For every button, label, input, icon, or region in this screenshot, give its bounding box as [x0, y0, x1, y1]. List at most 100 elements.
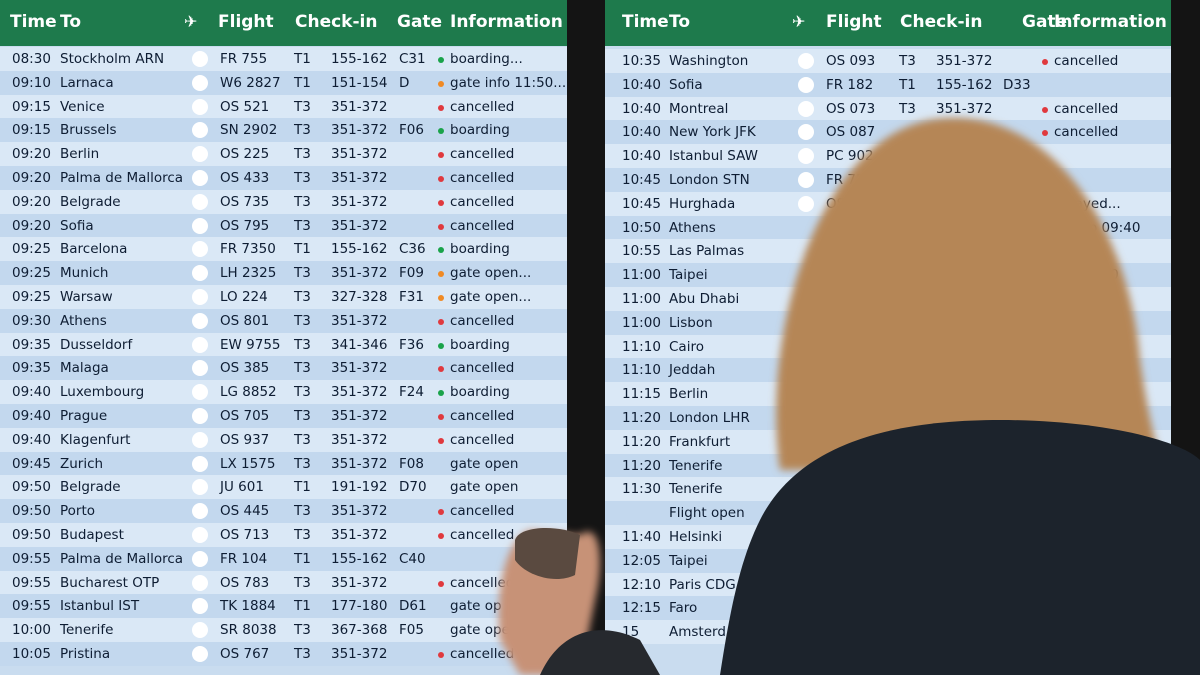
info: cancelled	[450, 503, 515, 520]
info: cancelled	[1054, 53, 1119, 69]
time: 11:15	[622, 386, 661, 403]
terminal: T3	[294, 336, 311, 353]
info: cancelled	[450, 312, 515, 329]
to: New York JFK	[669, 124, 756, 141]
checkin: 351-372	[331, 384, 388, 401]
airline-logo	[192, 550, 208, 567]
to: Budapest	[60, 527, 124, 543]
airline-logo	[192, 146, 208, 163]
status-dot	[438, 366, 444, 373]
to: Palma de Mallorca	[60, 170, 184, 186]
flight-row: 09:35 Dusseldorf EW 9755 T3 341-346 F36 boardi…	[0, 332, 567, 357]
column-header: Gate	[1022, 12, 1068, 32]
time: 09:25	[12, 289, 51, 305]
flight: OS 073	[826, 100, 876, 117]
time: 09:35	[12, 360, 51, 377]
to: Zurich	[60, 455, 104, 472]
to: Luxembourg	[60, 384, 145, 401]
checkin: 327-328	[331, 289, 388, 305]
time: 11:10	[622, 338, 661, 355]
to: Larnaca	[60, 74, 114, 91]
info: gate ope	[450, 622, 510, 639]
flight: OS 087	[826, 124, 876, 141]
gate: D	[399, 74, 410, 91]
to: Malaga	[60, 360, 109, 377]
info: gate open	[450, 479, 519, 496]
to: Abu Dhabi	[669, 291, 740, 307]
flight: OS 783	[220, 574, 270, 591]
airline-logo	[192, 622, 208, 639]
flight-row: 09:25 Warsaw LO 224 T3 327-328 F31 gate open..…	[0, 285, 567, 309]
time: 10:40	[622, 76, 661, 93]
to: Montreal	[669, 100, 729, 117]
time: 10:40	[622, 124, 661, 141]
to: Athens	[669, 219, 716, 236]
status-dot	[438, 152, 444, 159]
to: Sofia	[60, 217, 94, 234]
terminal: T3	[294, 574, 311, 591]
time: 11:00	[622, 291, 661, 307]
time: 12:10	[622, 576, 661, 593]
flight: EW 9755	[220, 336, 281, 353]
header-bar: Time To Flight Check-in Gate Information ✈	[605, 0, 1171, 46]
status-dot	[438, 390, 444, 397]
time: 09:15	[12, 122, 51, 139]
airline-logo	[192, 193, 208, 210]
airline-logo	[192, 122, 208, 139]
flight-row: 09:55 Bucharest OTP OS 783 T3 351-372 cancell…	[0, 570, 567, 595]
checkin: 351-372	[936, 100, 993, 117]
checkin: 155-162	[936, 76, 993, 93]
checkin: 351-372	[331, 217, 388, 234]
status-dot	[438, 223, 444, 230]
status-dot	[438, 414, 444, 420]
to: Helsinki	[669, 529, 723, 545]
status-dot	[438, 128, 444, 135]
column-header: Information	[450, 12, 563, 32]
info: cancelled	[450, 408, 515, 424]
airline-logo	[798, 148, 814, 165]
flight-row: 09:40 Prague OS 705 T3 351-372 cancelled	[0, 404, 567, 428]
flight: TK 1884	[220, 598, 276, 615]
column-header: Time	[10, 12, 57, 32]
flight-row: 10:40 Montreal OS 073 T3 351-372 cancelled	[605, 96, 1171, 121]
flight: OS 521	[220, 98, 270, 115]
airline-logo	[192, 217, 208, 234]
flight: SR 8038	[220, 622, 277, 639]
hair	[776, 117, 1170, 480]
column-header: Time	[622, 12, 669, 32]
gate: F24	[399, 384, 424, 401]
column-header: Gate	[397, 12, 443, 32]
to: Amsterd	[669, 624, 726, 641]
status-dot	[438, 342, 444, 349]
time: 11:30	[622, 481, 661, 498]
checkin: 351-372	[331, 265, 388, 282]
terminal: T3	[294, 217, 311, 234]
terminal: T3	[294, 646, 311, 662]
status-dot	[1042, 130, 1048, 137]
airline-logo	[192, 384, 208, 401]
time: 10:05	[12, 646, 51, 662]
checkin: 351-372	[331, 98, 388, 115]
airline-logo	[798, 53, 814, 69]
terminal: T1	[294, 550, 311, 567]
airline-logo	[192, 241, 208, 258]
checkin: 191-192	[331, 479, 388, 496]
airline-logo	[798, 195, 814, 212]
flight: LX 1575	[220, 455, 276, 472]
to: Tenerife	[669, 481, 723, 498]
flight: FR 755	[220, 51, 268, 67]
time: 11:10	[622, 362, 661, 379]
column-header: Check-in	[900, 12, 983, 32]
terminal: T3	[294, 146, 311, 163]
airline-logo	[192, 312, 208, 329]
flight-row: 09:20 Sofia OS 795 T3 351-372 cancelled	[0, 213, 567, 238]
info: cancelled	[1054, 124, 1119, 141]
time: 09:45	[12, 455, 51, 472]
checkin: 351-372	[331, 646, 388, 662]
airline-logo	[192, 527, 208, 543]
gate: D33	[1003, 76, 1031, 93]
gate: C36	[399, 241, 426, 258]
airline-logo	[798, 124, 814, 141]
airline-logo	[192, 360, 208, 377]
flight-row: 10:35 Washington OS 093 T3 351-372 cancelled	[605, 49, 1171, 73]
